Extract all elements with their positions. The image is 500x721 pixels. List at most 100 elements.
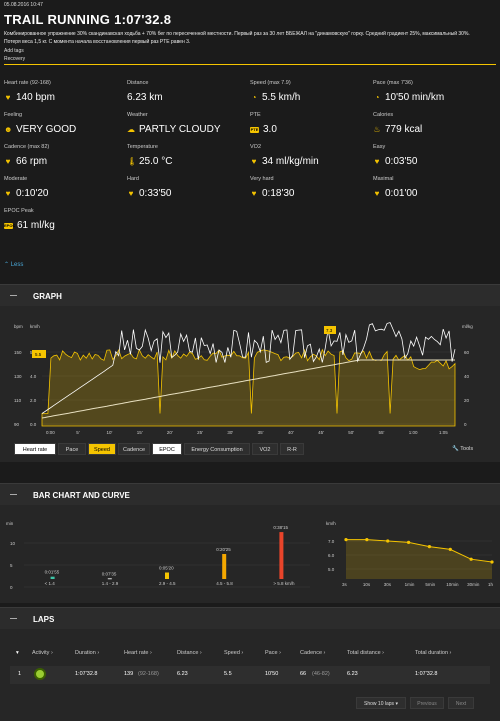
- workout-description: Комбинированное упражнение 30% скандинав…: [4, 31, 470, 45]
- max-marker: 7.3: [326, 328, 333, 333]
- stat-value: 5.5 km/h: [262, 92, 301, 103]
- column-header[interactable]: Activity ›: [32, 650, 53, 656]
- stat-value-row: ♥ 0:03'50: [373, 156, 493, 167]
- stat-value: 0:10'20: [16, 188, 49, 199]
- lap-duration: 1:07'32.8: [75, 671, 98, 677]
- bar-category: 2.9 - 4.5: [159, 581, 176, 586]
- barchart-header[interactable]: BAR CHART AND CURVE: [0, 483, 500, 505]
- y-unit-kmh: km/h: [30, 324, 40, 329]
- less-toggle[interactable]: ⌃ Less: [4, 262, 24, 268]
- laps-header-row: ▾ Activity › Duration › Heart rate › Distanc…: [10, 650, 490, 668]
- curve-area: [346, 539, 492, 579]
- running-activity-icon: [34, 668, 46, 680]
- bar-value: 0:01'55: [45, 570, 60, 575]
- bar: [50, 576, 55, 579]
- curve-x-tick: 10min: [446, 582, 459, 587]
- column-header[interactable]: Speed ›: [224, 650, 243, 656]
- speed-zone-bar-chart[interactable]: min 10 5 0 0:01'55 < 1.4 0:07'35 1.4 - 2.9 0:05'…: [0, 515, 320, 590]
- series-button-r-r[interactable]: R-R: [280, 443, 304, 455]
- previous-button[interactable]: Previous: [410, 697, 444, 709]
- table-row[interactable]: 1 1:07'32.8 139 (92-168) 6.23 5.5 10'50 66 (46-8…: [10, 666, 490, 684]
- column-header[interactable]: Total distance ›: [347, 650, 384, 656]
- stat-value-row: ◔ 5.5 km/h: [250, 92, 370, 103]
- show-laps-select[interactable]: Show 10 laps ▾: [356, 697, 406, 709]
- curve-point: [448, 547, 452, 551]
- stat-label: Very hard: [250, 176, 274, 182]
- x-tick: 40': [288, 430, 294, 435]
- bar-value: 0:07'35: [102, 571, 117, 576]
- stat-label: Heart rate (92-168): [4, 80, 51, 86]
- speed-curve-chart[interactable]: km/h 7.0 6.0 5.0 3s 10s 30s 1min 5min 10min 30min 1…: [322, 515, 500, 590]
- stat-value-row: 🌡 25.0 °C: [127, 156, 247, 167]
- curve-y-tick: 5.0: [328, 567, 335, 572]
- wrench-icon: 🔧: [452, 446, 459, 452]
- bar: [107, 578, 112, 580]
- graph-header[interactable]: GRAPH: [0, 284, 500, 306]
- graph-title: GRAPH: [33, 292, 62, 301]
- column-header[interactable]: Total duration ›: [415, 650, 451, 656]
- lap-cadence: 66: [300, 671, 307, 677]
- curve-point: [386, 539, 390, 543]
- stat-value: 0:33'50: [139, 188, 172, 199]
- bpm-tick: 130: [14, 374, 22, 379]
- series-button-heart-rate[interactable]: Heart rate: [14, 443, 56, 455]
- series-button-pace[interactable]: Pace: [58, 443, 86, 455]
- activity-graph[interactable]: bpm km/h ml/kg 150 130 110 90 5.5 4.0 2.0 0.0 60 40 2…: [0, 318, 500, 438]
- stat-value-row: ☁ PARTLY CLOUDY: [127, 124, 247, 135]
- bar-y-tick: 10: [10, 541, 16, 546]
- bar-y-tick: 5: [10, 563, 13, 568]
- x-tick: 25': [197, 430, 203, 435]
- series-button-epoc[interactable]: EPOC: [152, 443, 182, 455]
- series-button-vo2[interactable]: VO2: [252, 443, 278, 455]
- collapse-icon[interactable]: [10, 494, 17, 495]
- sort-icon: ›: [198, 650, 202, 656]
- curve-x-tick: 30s: [384, 582, 392, 587]
- stat-value: 66 rpm: [16, 156, 48, 167]
- bar: [165, 572, 169, 579]
- collapse-icon[interactable]: [10, 618, 17, 619]
- column-header[interactable]: Pace ›: [265, 650, 281, 656]
- collapse-icon[interactable]: [10, 295, 17, 296]
- workout-header: 05.08.2016 10:47 TRAIL RUNNING 1:07'32.8…: [4, 2, 496, 63]
- column-label: Activity: [32, 650, 50, 656]
- column-header[interactable]: Cadence ›: [300, 650, 325, 656]
- series-button-cadence[interactable]: Cadence: [118, 443, 150, 455]
- mlkg-tick: 20: [464, 398, 470, 403]
- bar-y-tick: 0: [10, 585, 13, 590]
- column-header[interactable]: Duration ›: [75, 650, 99, 656]
- stat-item: Weather ☁ PARTLY CLOUDY: [127, 112, 247, 135]
- stat-value-row: ♥ 0:33'50: [127, 188, 247, 199]
- tag-recovery[interactable]: Recovery: [4, 56, 26, 62]
- column-label: Total distance: [347, 650, 381, 656]
- series-button-energy-consumption[interactable]: Energy Consumption: [184, 443, 250, 455]
- stat-item: Pace (max 7'36) ◔ 10'50 min/km: [373, 80, 493, 103]
- y-unit-mlkg: ml/kg: [462, 324, 473, 329]
- stat-value: 140 bpm: [16, 92, 55, 103]
- kmh-tick: 4.0: [30, 374, 37, 379]
- stat-label: Pace (max 7'36): [373, 80, 413, 86]
- stat-value-row: ♥ 34 ml/kg/min: [250, 156, 370, 167]
- stat-value-row: ♨ 779 kcal: [373, 124, 493, 135]
- stat-value-row: ♥ 0:18'30: [250, 188, 370, 199]
- stat-value-row: PTE 3.0: [250, 124, 370, 135]
- stat-item: Speed (max 7.9) ◔ 5.5 km/h: [250, 80, 370, 103]
- column-header[interactable]: Distance ›: [177, 650, 202, 656]
- bpm-tick: 110: [14, 398, 22, 403]
- tools-button[interactable]: 🔧 Tools: [452, 446, 473, 452]
- stat-value: 10'50 min/km: [385, 92, 445, 103]
- y-unit-bpm: bpm: [14, 324, 23, 329]
- sort-icon: ›: [448, 650, 452, 656]
- expand-icon[interactable]: ▾: [16, 650, 19, 656]
- bar-category: < 1.4: [45, 581, 56, 586]
- next-button[interactable]: Next: [448, 697, 474, 709]
- sort-icon: ›: [277, 650, 281, 656]
- column-header[interactable]: Heart rate ›: [124, 650, 152, 656]
- laps-header[interactable]: LAPS: [0, 607, 500, 629]
- stat-value-row: ♥ 140 bpm: [4, 92, 124, 103]
- bar-value: 0:20'25: [216, 547, 231, 552]
- add-tags-link[interactable]: Add tags: [4, 48, 24, 54]
- curve-point: [406, 540, 411, 544]
- stat-item: Distance 6.23 km: [127, 80, 247, 103]
- stat-label: Feeling: [4, 112, 23, 118]
- series-button-speed[interactable]: Speed: [88, 443, 116, 455]
